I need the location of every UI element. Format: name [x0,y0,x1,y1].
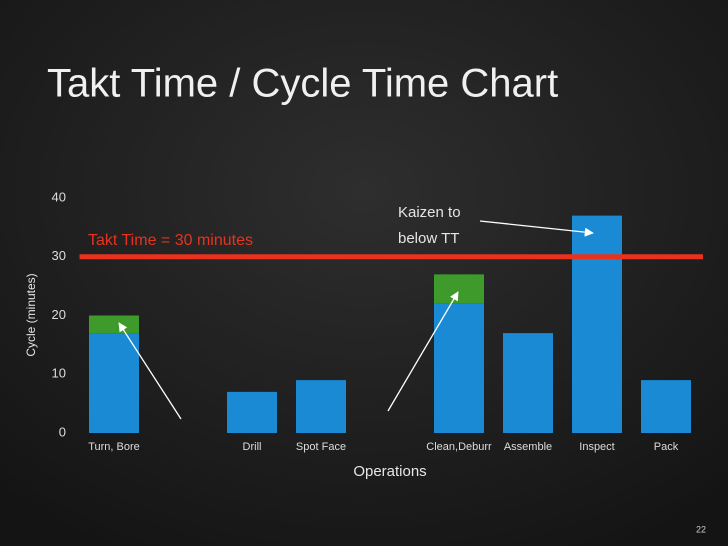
y-tick-label: 30 [52,248,66,263]
arrow [387,291,459,412]
plot: 0 10 20 30 40 Turn, Bore Drill Spot Face Clean,D… [52,189,703,453]
x-tick-label: Clean,Deburr [426,441,492,453]
y-axis-label: Cycle (minutes) [24,273,38,356]
annotation-line: below TT [398,230,459,247]
bar [296,380,346,433]
arrow [118,322,182,420]
annotation-line: Kaizen to [398,204,461,221]
x-tick-label: Assemble [504,441,552,453]
x-tick-label: Spot Face [296,441,346,453]
bar [434,274,484,304]
bar [434,303,484,433]
bar [89,333,139,433]
y-tick-label: 0 [59,424,66,439]
arrow [479,220,594,237]
bar [572,215,622,433]
y-tick-label: 20 [52,307,66,322]
bar [227,391,277,433]
bar [641,380,691,433]
x-tick-label: Turn, Bore [88,441,140,453]
arrows [118,220,594,420]
bar [503,333,553,433]
page-number: 22 [696,524,706,534]
takt-label: Takt Time = 30 minutes [88,232,253,249]
x-tick-label: Pack [654,441,679,453]
y-tick-label: 10 [52,366,66,381]
x-tick-label: Inspect [579,441,614,453]
bar [89,315,139,334]
y-tick-label: 40 [52,189,66,204]
x-axis-label: Operations [353,463,426,480]
chart-title: Takt Time / Cycle Time Chart [47,62,558,106]
x-tick-label: Drill [243,441,262,453]
